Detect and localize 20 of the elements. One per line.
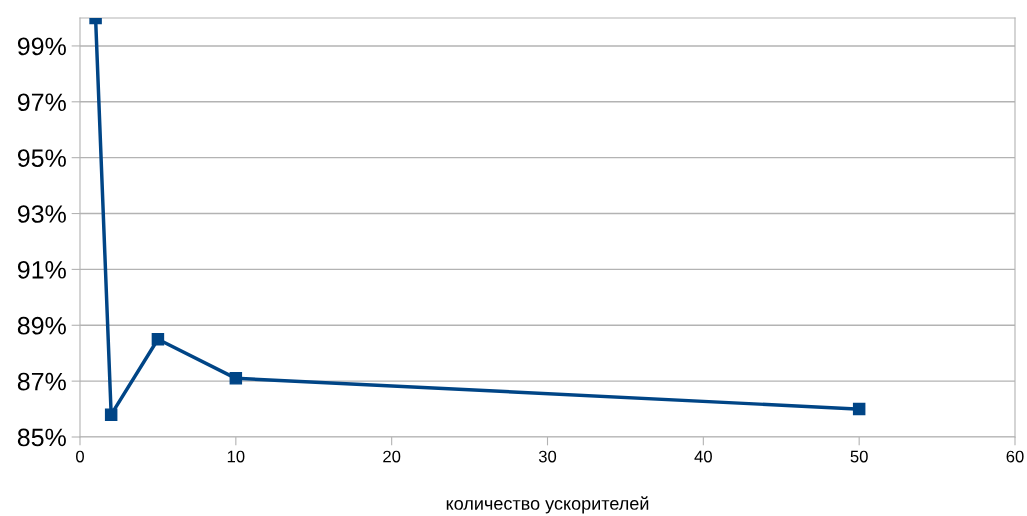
x-tick-label: 10 xyxy=(227,450,245,463)
point xyxy=(104,408,118,421)
y-tick-label: 99% xyxy=(17,37,66,56)
x-tick-label: 30 xyxy=(538,450,557,463)
x-tick-label: 20 xyxy=(383,450,401,463)
x-tick-label: 40 xyxy=(694,450,712,463)
x-axis-title: количество ускорителей xyxy=(446,496,649,514)
x-tick-label: 50 xyxy=(850,450,868,463)
point xyxy=(852,402,866,416)
y-tick-label: 85% xyxy=(17,428,66,447)
y-tick-label: 93% xyxy=(17,205,66,223)
x-tick-label: 0 xyxy=(76,450,84,463)
point xyxy=(151,332,165,346)
y-tick-label: 91% xyxy=(17,261,66,279)
point xyxy=(229,372,243,385)
y-tick-label: 89% xyxy=(17,316,66,335)
y-tick-label: 95% xyxy=(17,149,66,167)
y-tick-label: 97% xyxy=(17,93,66,112)
x-tick-label: 60 xyxy=(1006,450,1024,463)
y-tick-label: 87% xyxy=(17,372,66,391)
